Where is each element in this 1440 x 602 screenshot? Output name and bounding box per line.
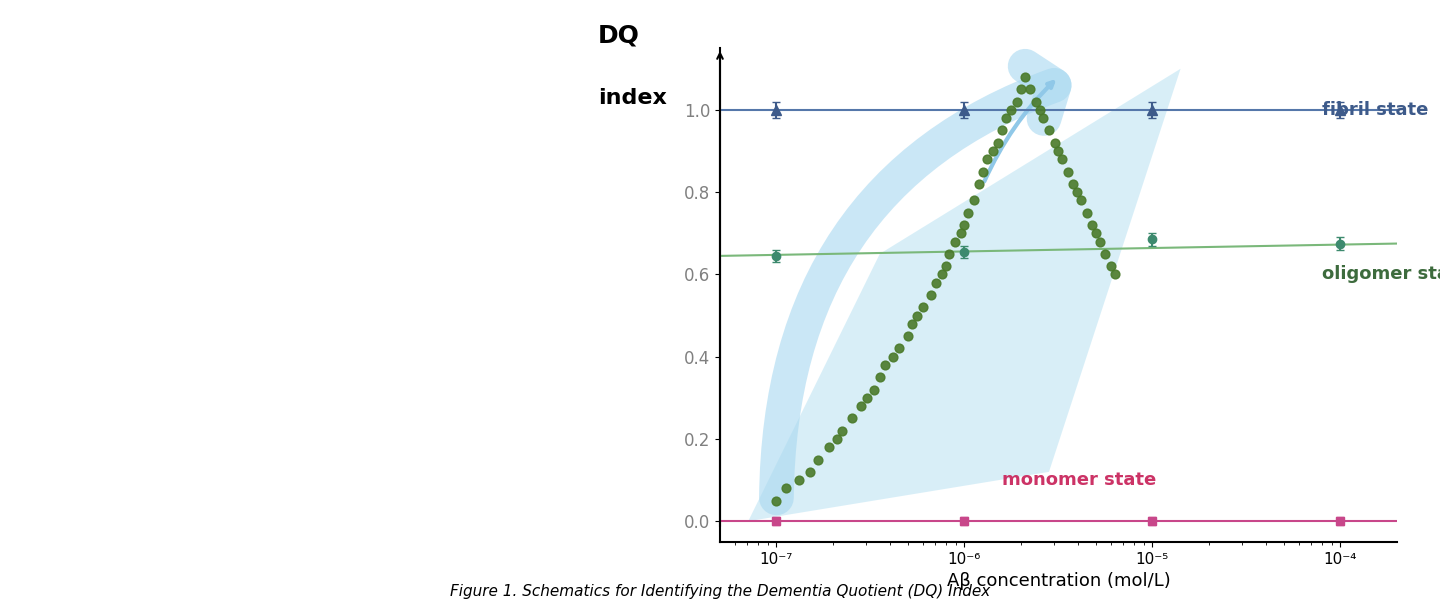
Point [991,126,1014,135]
Point [831,426,854,436]
Point [1089,237,1112,246]
Point [1028,105,1051,115]
Point [975,155,998,164]
Point [1066,187,1089,197]
FancyArrowPatch shape [776,66,1054,498]
Point [986,138,1009,147]
Point [924,278,948,288]
Point [1084,229,1107,238]
Point [999,105,1022,115]
Point [943,237,966,246]
Point [868,373,891,382]
Point [1080,220,1103,230]
Point [775,483,798,493]
Text: fibril state: fibril state [1322,101,1428,119]
Point [855,393,878,403]
Point [1103,270,1126,279]
Point [799,467,822,477]
Point [949,229,972,238]
Point [840,414,863,423]
Point [956,208,979,217]
Point [1076,208,1099,217]
Point [912,302,935,312]
Point [850,401,873,411]
Point [1009,84,1032,94]
Point [1012,72,1035,82]
Point [968,179,991,189]
Text: DQ: DQ [598,23,639,48]
Point [1051,155,1074,164]
Text: oligomer state: oligomer state [1322,265,1440,284]
Point [765,496,788,506]
Point [906,311,929,320]
X-axis label: Aβ concentration (mol/L): Aβ concentration (mol/L) [946,572,1171,590]
Point [1005,97,1028,107]
Point [1094,249,1117,259]
Point [825,434,848,444]
Point [962,196,985,205]
Point [1032,113,1056,123]
Point [887,344,910,353]
Point [935,261,958,271]
Point [981,146,1004,156]
Point [818,442,841,452]
Point [863,385,886,394]
Point [1100,261,1123,271]
Point [1061,179,1084,189]
Text: Figure 1. Schematics for Identifying the Dementia Quotient (DQ) Index: Figure 1. Schematics for Identifying the… [449,584,991,599]
Point [897,331,920,341]
Point [937,249,960,259]
Point [1037,126,1060,135]
Text: index: index [598,88,667,108]
Point [1047,146,1070,156]
Point [788,476,811,485]
Point [1043,138,1066,147]
Point [1070,196,1093,205]
Point [881,352,904,361]
Point [900,319,923,329]
Point [994,113,1017,123]
Point [1024,97,1047,107]
Text: monomer state: monomer state [1002,471,1156,489]
Polygon shape [749,69,1181,521]
Point [874,360,897,370]
Point [953,220,976,230]
Point [1018,84,1041,94]
Point [806,455,829,464]
Point [919,290,942,300]
Point [1057,167,1080,176]
Point [930,270,953,279]
Point [972,167,995,176]
